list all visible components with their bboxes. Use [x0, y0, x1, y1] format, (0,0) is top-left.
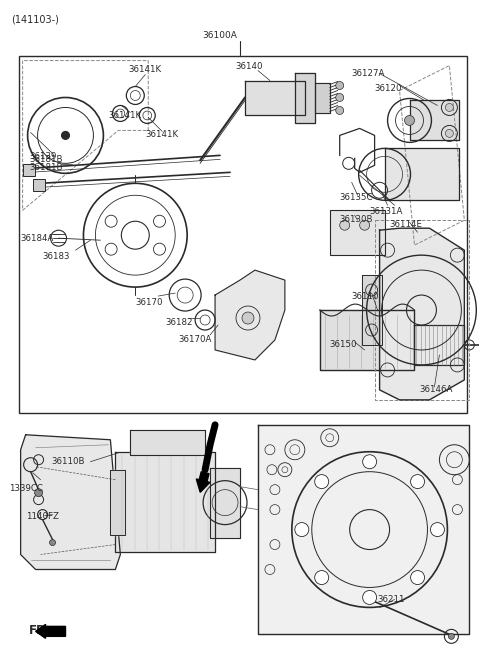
Polygon shape — [245, 81, 305, 116]
Text: (141103-): (141103-) — [11, 14, 59, 25]
Bar — [33, 179, 45, 191]
Bar — [23, 164, 35, 176]
Text: FR.: FR. — [29, 624, 50, 637]
Text: 36181B: 36181B — [30, 164, 63, 172]
Circle shape — [35, 489, 43, 497]
Circle shape — [360, 220, 370, 230]
Bar — [330, 210, 384, 255]
Text: 36182: 36182 — [165, 318, 192, 327]
Text: 36170A: 36170A — [178, 335, 212, 344]
Circle shape — [315, 570, 329, 585]
Text: 36139: 36139 — [30, 152, 57, 162]
Circle shape — [295, 522, 309, 537]
Text: 36100A: 36100A — [203, 31, 238, 39]
Circle shape — [410, 570, 424, 585]
Polygon shape — [115, 452, 215, 551]
Text: 36141K: 36141K — [128, 64, 161, 74]
Polygon shape — [315, 83, 330, 114]
Polygon shape — [320, 310, 415, 370]
Text: 36130B: 36130B — [340, 215, 373, 224]
Polygon shape — [415, 325, 464, 365]
Text: 36127A: 36127A — [352, 68, 385, 78]
FancyArrow shape — [36, 624, 65, 639]
Polygon shape — [380, 228, 464, 400]
Text: 36114E: 36114E — [390, 220, 422, 229]
Text: 36110: 36110 — [352, 292, 379, 301]
FancyArrow shape — [196, 472, 210, 492]
Text: 1339CC: 1339CC — [9, 484, 43, 493]
Circle shape — [405, 116, 415, 125]
Circle shape — [431, 522, 444, 537]
Circle shape — [448, 633, 455, 639]
Circle shape — [336, 81, 344, 89]
Text: 36170: 36170 — [135, 298, 163, 307]
Text: 36120: 36120 — [374, 83, 402, 93]
Circle shape — [49, 539, 56, 545]
Polygon shape — [130, 430, 205, 455]
Text: 36110B: 36110B — [51, 457, 85, 466]
Polygon shape — [210, 468, 240, 537]
Circle shape — [336, 93, 344, 101]
Text: 1140FZ: 1140FZ — [25, 512, 59, 520]
Bar — [19, 56, 468, 413]
Circle shape — [315, 474, 329, 489]
Polygon shape — [258, 425, 469, 635]
Text: 36181B: 36181B — [30, 155, 63, 164]
Text: 36211: 36211 — [378, 595, 405, 604]
Text: 36141K: 36141K — [145, 131, 179, 139]
Text: 36183: 36183 — [43, 252, 70, 261]
Circle shape — [61, 131, 70, 139]
Circle shape — [445, 103, 454, 112]
Polygon shape — [409, 101, 459, 141]
Polygon shape — [384, 148, 459, 200]
Circle shape — [445, 129, 454, 137]
Circle shape — [410, 474, 424, 489]
Polygon shape — [110, 470, 125, 535]
Text: 36184A: 36184A — [21, 234, 54, 243]
Polygon shape — [21, 435, 120, 570]
Polygon shape — [361, 275, 382, 345]
Circle shape — [340, 220, 350, 230]
Text: 36146A: 36146A — [420, 385, 453, 394]
Circle shape — [363, 591, 377, 604]
Circle shape — [336, 106, 344, 114]
Text: 36150: 36150 — [330, 340, 357, 349]
Text: 36140: 36140 — [235, 62, 263, 70]
Text: 36141K: 36141K — [108, 112, 142, 120]
Polygon shape — [215, 270, 285, 360]
Text: 36135C: 36135C — [340, 193, 373, 202]
Circle shape — [242, 312, 254, 324]
Text: 36131A: 36131A — [370, 207, 403, 216]
Circle shape — [363, 455, 377, 468]
Polygon shape — [295, 72, 315, 124]
